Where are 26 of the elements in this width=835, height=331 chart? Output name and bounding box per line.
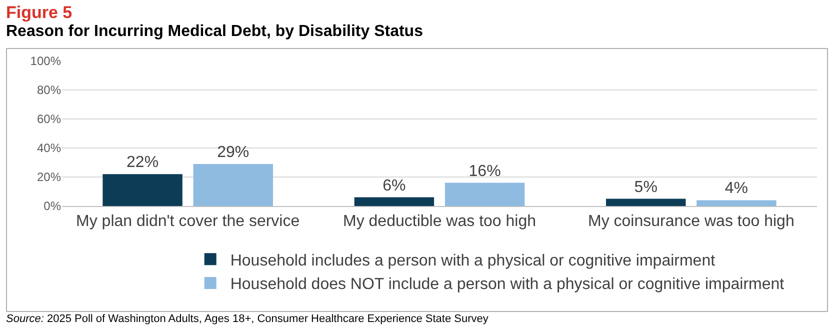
bar — [444, 182, 525, 206]
chart-subtitle: Reason for Incurring Medical Debt, by Disability Status — [6, 23, 423, 41]
data-label: 6% — [382, 177, 406, 194]
data-label: 5% — [634, 178, 658, 196]
legend-label: Household does NOT include a person with a physical or cognitive impairment — [230, 276, 785, 294]
x-tick-label: My deductible was too high — [343, 213, 536, 230]
source-note: Source: 2025 Poll of Washington Adults, Ages 18+, Consumer Healthcare Experience State Survey — [6, 313, 488, 325]
bar — [193, 164, 273, 206]
y-tick-label: 100% — [30, 54, 62, 68]
legend-label: Household includes a person with a physical or cognitive impairment — [230, 252, 716, 270]
y-tick-label: 20% — [36, 170, 62, 184]
bar — [102, 174, 182, 206]
y-tick-label: 80% — [36, 83, 62, 98]
data-label: 16% — [468, 162, 501, 180]
y-tick-label: 40% — [36, 141, 62, 156]
y-tick-label: 60% — [36, 112, 62, 126]
chart-title: Figure 5 — [6, 3, 72, 23]
bar — [354, 197, 434, 206]
bar — [696, 200, 776, 206]
bar — [606, 198, 686, 206]
x-tick-label: My coinsurance was too high — [588, 213, 794, 230]
data-label: 29% — [217, 144, 250, 161]
y-tick-label: 0% — [44, 199, 62, 214]
data-label: 4% — [724, 180, 748, 198]
x-tick-label: My plan didn't cover the service — [76, 213, 300, 230]
data-label: 22% — [126, 154, 159, 172]
